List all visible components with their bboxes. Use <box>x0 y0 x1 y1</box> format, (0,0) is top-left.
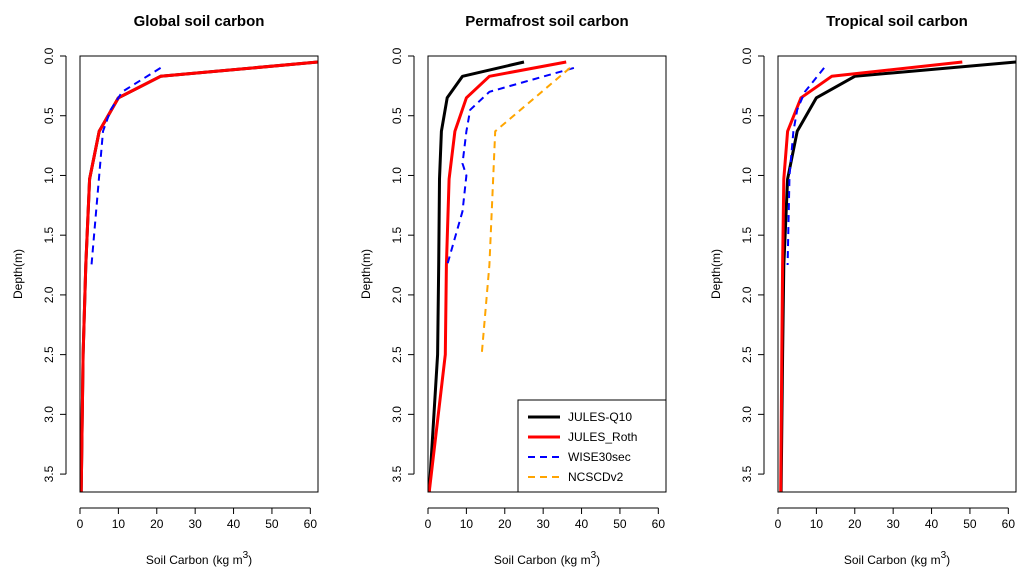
y-tick-label: 3.0 <box>42 406 56 423</box>
y-tick-label: 1.5 <box>740 227 754 244</box>
y-tick-label: 0.0 <box>740 47 754 64</box>
x-tick-label: 20 <box>498 517 512 531</box>
x-tick-label: 30 <box>536 517 550 531</box>
series-line-jules-roth <box>779 60 963 492</box>
legend-label: WISE30sec <box>568 450 631 464</box>
y-tick-label: 3.0 <box>390 406 404 423</box>
plot-frame <box>79 55 319 493</box>
x-axis-label-exponent: 3 <box>591 550 597 561</box>
x-axis-label: Soil Carbon (kg m3) <box>844 550 950 567</box>
y-axis-label: Depth(m) <box>359 249 373 299</box>
x-axis-label-unit: (kg m <box>213 553 243 567</box>
legend-label: NCSCDv2 <box>568 470 624 484</box>
y-axis-label: Depth(m) <box>11 249 25 299</box>
x-tick-label: 40 <box>925 517 939 531</box>
plot-frame <box>777 55 1017 493</box>
series-line-jules-q10 <box>779 60 1016 492</box>
y-tick-label: 3.5 <box>740 465 754 482</box>
y-tick-label: 3.5 <box>42 465 56 482</box>
x-tick-label: 0 <box>775 517 782 531</box>
series-line-jules-q10 <box>80 60 318 492</box>
series-line-jules-q10 <box>428 60 525 492</box>
legend-label: JULES-Q10 <box>568 410 632 424</box>
y-tick-label: 1.5 <box>42 227 56 244</box>
y-tick-label: 0.0 <box>42 47 56 64</box>
x-tick-label: 60 <box>652 517 666 531</box>
legend-label: JULES_Roth <box>568 430 637 444</box>
x-axis-label: Soil Carbon (kg m3) <box>146 550 252 567</box>
x-axis-label-unit: (kg m <box>911 553 941 567</box>
x-axis-label: Soil Carbon (kg m3) <box>494 550 600 567</box>
panel-1: Global soil carbon 0 10 20 30 40 50 60 0.0 0.5 1.0… <box>11 13 319 567</box>
x-tick-label: 30 <box>886 517 900 531</box>
y-tick-label: 1.0 <box>390 167 404 184</box>
x-tick-label: 40 <box>227 517 241 531</box>
series-line-ncscdv2 <box>480 67 571 355</box>
x-tick-label: 10 <box>112 517 126 531</box>
panel-2: Permafrost soil carbon 0 10 20 30 40 50 60 0.0 0.… <box>359 13 667 567</box>
x-axis-label-main: Soil Carbon <box>844 553 907 567</box>
x-axis-label-close: ) <box>946 553 950 567</box>
x-axis-label-main: Soil Carbon <box>494 553 557 567</box>
y-tick-label: 2.5 <box>740 346 754 363</box>
y-tick-label: 0.0 <box>390 47 404 64</box>
x-tick-label: 40 <box>575 517 589 531</box>
y-tick-label: 2.0 <box>390 286 404 303</box>
chart-title: Tropical soil carbon <box>826 13 968 30</box>
y-tick-label: 2.0 <box>740 286 754 303</box>
legend: JULES-Q10 JULES_Roth WISE30sec NCSCDv2 <box>517 399 667 493</box>
y-tick-label: 0.5 <box>390 107 404 124</box>
x-axis-label-close: ) <box>596 553 600 567</box>
chart-title: Permafrost soil carbon <box>465 13 628 30</box>
panel-3: Tropical soil carbon 0 10 20 30 40 50 60 0.0 0.5 1… <box>709 13 1017 567</box>
x-tick-label: 50 <box>265 517 279 531</box>
x-tick-label: 0 <box>425 517 432 531</box>
x-axis-label-main: Soil Carbon <box>146 553 209 567</box>
x-axis-label-unit: (kg m <box>561 553 591 567</box>
x-tick-label: 10 <box>460 517 474 531</box>
series-line-jules-roth <box>428 60 567 492</box>
x-tick-label: 50 <box>963 517 977 531</box>
y-tick-label: 0.5 <box>740 107 754 124</box>
x-tick-label: 20 <box>848 517 862 531</box>
y-tick-label: 1.5 <box>390 227 404 244</box>
x-tick-label: 60 <box>1002 517 1016 531</box>
y-tick-label: 2.5 <box>390 346 404 363</box>
x-tick-label: 20 <box>150 517 164 531</box>
series-line-jules-roth <box>80 60 318 492</box>
chart-title: Global soil carbon <box>134 13 265 30</box>
x-axis-label-exponent: 3 <box>941 550 947 561</box>
y-tick-label: 0.5 <box>42 107 56 124</box>
y-tick-label: 1.0 <box>42 167 56 184</box>
x-tick-label: 10 <box>810 517 824 531</box>
x-tick-label: 50 <box>613 517 627 531</box>
series-line-wise30sec <box>786 67 825 266</box>
x-tick-label: 60 <box>304 517 318 531</box>
y-tick-label: 1.0 <box>740 167 754 184</box>
y-tick-label: 2.5 <box>42 346 56 363</box>
x-tick-label: 30 <box>188 517 202 531</box>
y-tick-label: 3.0 <box>740 406 754 423</box>
x-axis-label-exponent: 3 <box>243 550 249 561</box>
y-tick-label: 2.0 <box>42 286 56 303</box>
series-line-wise30sec <box>90 67 162 266</box>
x-tick-label: 0 <box>77 517 84 531</box>
x-axis-label-close: ) <box>248 553 252 567</box>
y-axis-label: Depth(m) <box>709 249 723 299</box>
y-tick-label: 3.5 <box>390 465 404 482</box>
